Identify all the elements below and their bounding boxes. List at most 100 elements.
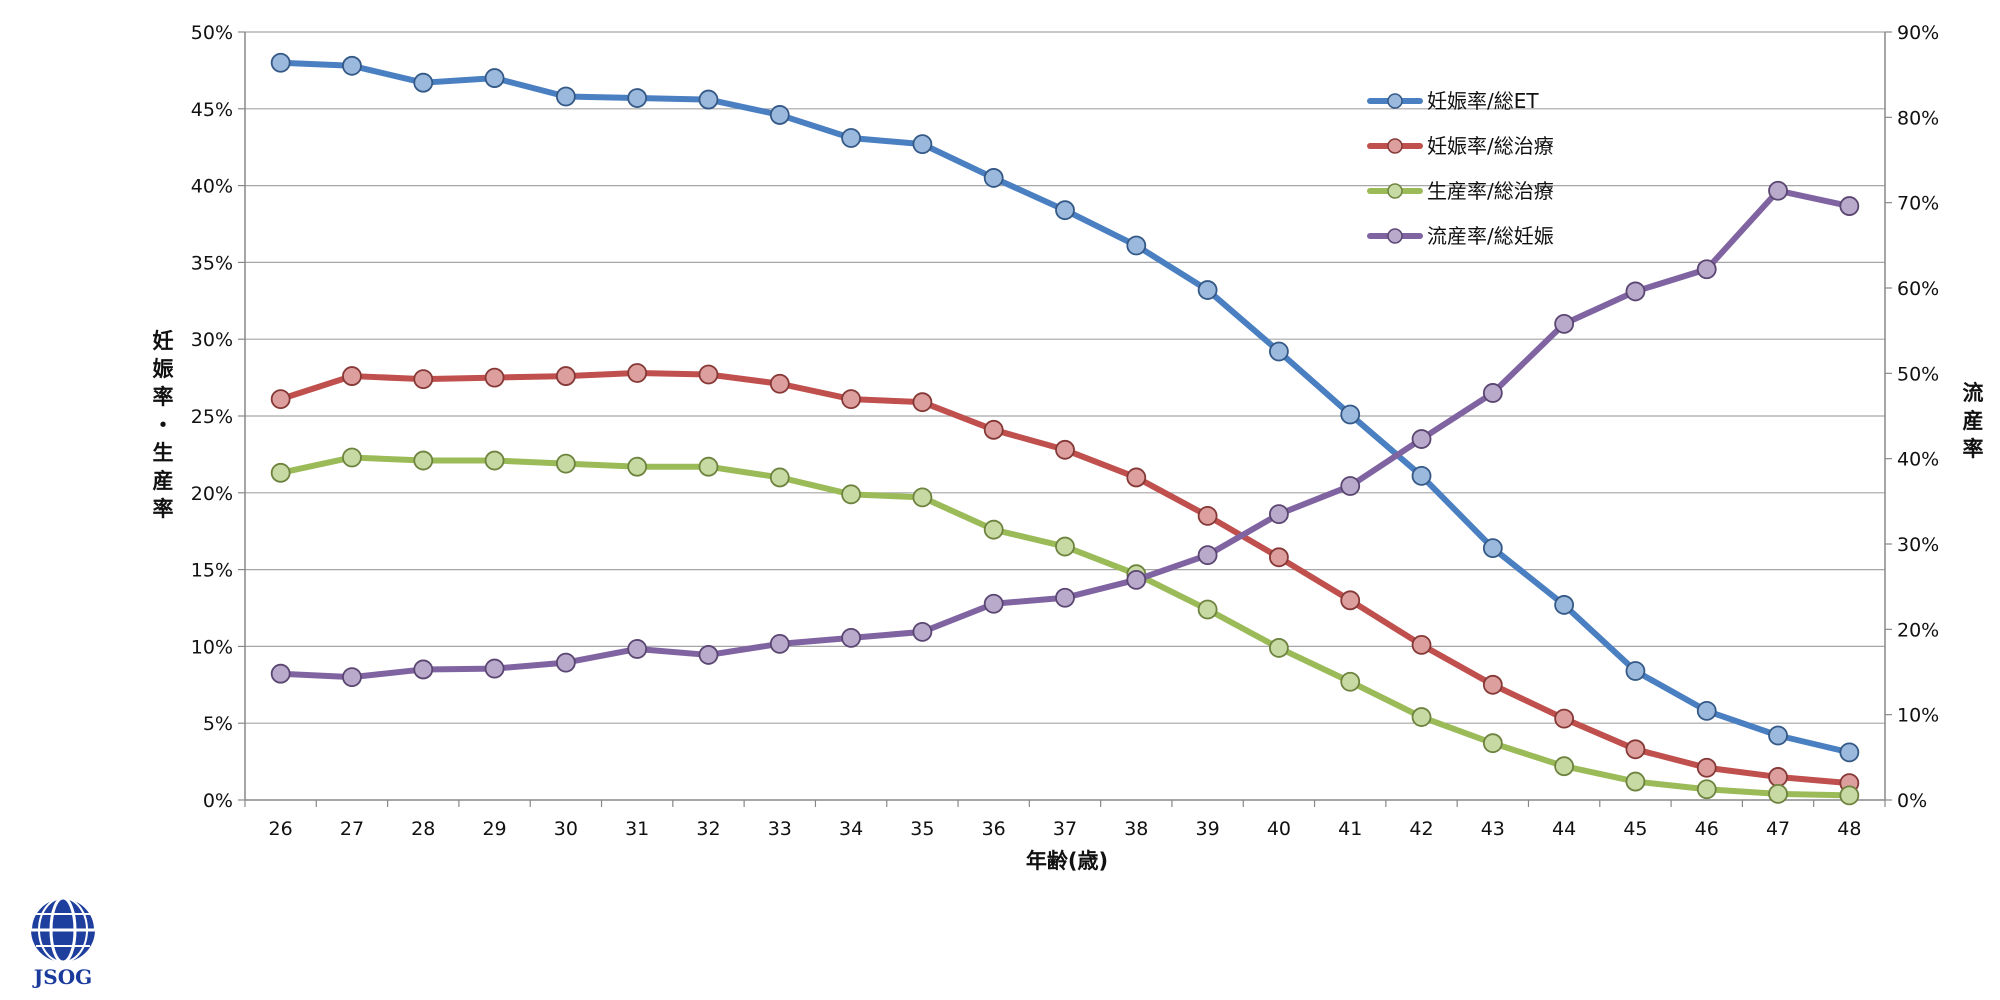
data-point bbox=[413, 369, 434, 390]
data-point bbox=[1768, 725, 1788, 746]
data-point bbox=[1055, 536, 1075, 557]
data-point bbox=[1055, 200, 1075, 221]
data-point bbox=[1340, 476, 1361, 496]
data-point bbox=[555, 366, 576, 386]
x-tick-label: 32 bbox=[696, 818, 720, 840]
legend-item: 妊娠率/総治療 bbox=[1367, 134, 1554, 158]
data-point bbox=[413, 659, 434, 680]
data-point bbox=[912, 392, 933, 413]
data-point bbox=[841, 389, 861, 410]
y-left-tick-label: 10% bbox=[191, 636, 233, 658]
series-birth_treat bbox=[270, 447, 1860, 806]
data-point bbox=[1340, 671, 1361, 692]
data-point bbox=[484, 658, 505, 679]
y-left-tick-label: 25% bbox=[191, 406, 233, 428]
y-axis-right-ticks: 0% 10% 20% 30% 40% 50% 60% 70% 80% 90% bbox=[1885, 22, 1939, 812]
data-point bbox=[342, 55, 362, 76]
data-point bbox=[1197, 280, 1218, 300]
data-point bbox=[1340, 590, 1361, 611]
data-point bbox=[1482, 538, 1503, 558]
globe-icon bbox=[30, 896, 96, 964]
data-point bbox=[1055, 587, 1075, 608]
data-point bbox=[1554, 595, 1575, 615]
data-point bbox=[627, 456, 648, 477]
data-point bbox=[1411, 634, 1432, 655]
jsog-logo: JSOG bbox=[30, 896, 96, 989]
data-point bbox=[1839, 785, 1860, 806]
series-miscarriage bbox=[270, 180, 1860, 688]
data-point bbox=[555, 453, 576, 474]
data-point bbox=[1269, 341, 1289, 362]
data-point bbox=[912, 134, 933, 155]
data-point bbox=[627, 88, 648, 108]
series-layer bbox=[270, 52, 1860, 806]
data-point bbox=[841, 627, 861, 648]
data-point bbox=[413, 72, 434, 93]
x-tick-label: 34 bbox=[839, 818, 863, 840]
data-point bbox=[270, 663, 291, 684]
data-point bbox=[1554, 708, 1575, 729]
data-point bbox=[1482, 383, 1503, 403]
data-point bbox=[342, 667, 362, 688]
series-line bbox=[277, 454, 1853, 799]
legend-label: 流産率/総妊娠 bbox=[1427, 224, 1554, 248]
data-point bbox=[1839, 742, 1860, 763]
legend-label: 妊娠率/総治療 bbox=[1427, 134, 1554, 158]
series-line bbox=[277, 369, 1853, 787]
y-right-tick-label: 10% bbox=[1897, 705, 1939, 727]
data-point bbox=[983, 593, 1004, 614]
y-right-tick-label: 80% bbox=[1897, 107, 1939, 129]
x-tick-label: 30 bbox=[554, 818, 578, 840]
series-pregnancy_et bbox=[270, 52, 1860, 763]
data-point bbox=[1625, 281, 1646, 302]
x-tick-label: 36 bbox=[982, 818, 1006, 840]
x-tick-label: 45 bbox=[1623, 818, 1647, 840]
y-right-tick-label: 40% bbox=[1897, 449, 1939, 471]
data-point bbox=[1768, 180, 1788, 201]
y-right-tick-label: 70% bbox=[1897, 193, 1939, 215]
data-point bbox=[1126, 235, 1147, 256]
data-point bbox=[1411, 707, 1432, 727]
data-point bbox=[1197, 599, 1218, 620]
x-tick-label: 41 bbox=[1338, 818, 1362, 840]
x-axis-ticks: 26 27 28 29 30 31 32 33 34 35 36 37 38 39 40 41 42 43 44 45… bbox=[244, 800, 1886, 840]
y-left-tick-label: 50% bbox=[191, 22, 233, 44]
data-point bbox=[413, 450, 434, 471]
y-left-tick-label: 15% bbox=[191, 560, 233, 582]
x-tick-label: 39 bbox=[1196, 818, 1220, 840]
x-tick-label: 27 bbox=[340, 818, 364, 840]
data-point bbox=[342, 447, 362, 468]
x-tick-label: 42 bbox=[1409, 818, 1433, 840]
data-point bbox=[1126, 467, 1147, 488]
y-left-tick-label: 0% bbox=[203, 790, 233, 812]
data-point bbox=[698, 456, 719, 477]
y-right-tick-label: 50% bbox=[1897, 363, 1939, 385]
y-left-tick-label: 35% bbox=[191, 252, 233, 274]
data-point bbox=[1126, 569, 1147, 590]
data-point bbox=[841, 128, 861, 148]
data-point bbox=[1696, 779, 1717, 800]
y-left-tick-label: 45% bbox=[191, 99, 233, 121]
x-tick-label: 38 bbox=[1124, 818, 1148, 840]
x-axis-title: 年齢(歳) bbox=[1026, 849, 1108, 873]
data-point bbox=[1696, 701, 1717, 721]
data-point bbox=[1269, 504, 1289, 525]
y-right-tick-label: 0% bbox=[1897, 790, 1927, 812]
data-point bbox=[841, 484, 861, 505]
data-point bbox=[983, 419, 1004, 440]
data-point bbox=[1554, 756, 1575, 777]
data-point bbox=[1482, 733, 1503, 754]
data-point bbox=[1839, 196, 1860, 216]
y-left-tick-label: 5% bbox=[203, 713, 233, 735]
x-tick-label: 46 bbox=[1695, 818, 1719, 840]
series-line bbox=[277, 59, 1853, 756]
data-point bbox=[627, 363, 648, 383]
data-point bbox=[1055, 439, 1075, 460]
y-left-tick-label: 20% bbox=[191, 483, 233, 505]
x-tick-label: 33 bbox=[768, 818, 792, 840]
data-point bbox=[698, 89, 719, 110]
data-point bbox=[769, 467, 790, 488]
data-point bbox=[1696, 757, 1717, 778]
data-point bbox=[698, 645, 719, 665]
